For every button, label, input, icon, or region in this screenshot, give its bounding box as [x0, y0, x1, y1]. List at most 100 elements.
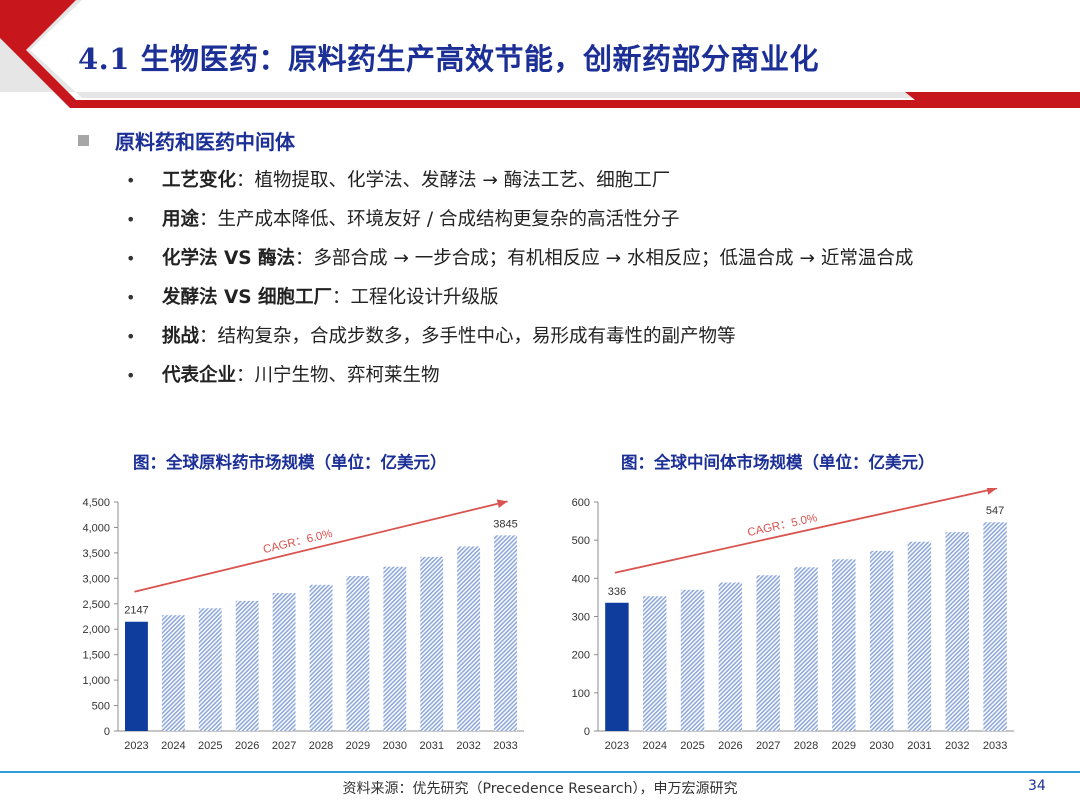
x-tick-label: 2029 — [346, 740, 370, 752]
bullet-list: • 工艺变化：植物提取、化学法、发酵法 → 酶法工艺、细胞工厂 • 用途：生产成本降… — [126, 164, 913, 398]
y-tick-label: 400 — [572, 573, 590, 585]
cagr-arrow-line — [134, 500, 508, 593]
y-tick-label: 4,000 — [82, 522, 110, 534]
y-tick-label: 100 — [572, 688, 590, 700]
bullet-text: ：结构复杂，合成步数多，多手性中心，易形成有毒性的副产物等 — [199, 326, 736, 347]
y-tick-label: 0 — [104, 726, 110, 738]
x-tick-label: 2025 — [198, 740, 222, 752]
bar-2033 — [494, 535, 517, 731]
x-tick-label: 2027 — [756, 740, 780, 752]
cagr-arrow-line — [614, 488, 998, 574]
bar-2032 — [945, 532, 969, 731]
x-tick-label: 2033 — [493, 740, 517, 752]
bar-2024 — [643, 596, 667, 731]
x-tick-label: 2026 — [235, 740, 259, 752]
x-tick-label: 2031 — [907, 740, 931, 752]
data-label: 2147 — [124, 605, 148, 617]
bullet-dot-icon: • — [126, 288, 136, 307]
bar-2024 — [161, 615, 185, 731]
api-market-bar-chart: 0 500 1,000 1,500 2,000 2,500 3,000 3,500 4,000 4… — [82, 497, 524, 752]
bullet-text: ：植物提取、化学法、发酵法 → 酶法工艺、细胞工厂 — [236, 170, 671, 191]
x-tick-label: 2027 — [272, 740, 296, 752]
y-tick-label: 500 — [572, 535, 590, 547]
section-heading: 原料药和医药中间体 — [78, 126, 295, 155]
y-tick-label: 600 — [572, 497, 590, 509]
y-tick-label: 3,000 — [82, 573, 110, 585]
bar-2023 — [125, 621, 148, 731]
y-tick-label: 200 — [572, 650, 590, 662]
bar-2023 — [605, 602, 629, 731]
x-tick-label: 2030 — [869, 740, 893, 752]
cagr-arrow-head — [986, 488, 998, 495]
x-tick-label: 2028 — [309, 740, 333, 752]
bar-2026 — [718, 582, 743, 731]
bar-2032 — [457, 546, 481, 731]
bullet-dot-icon: • — [126, 210, 136, 229]
y-tick-label: 3,500 — [82, 548, 110, 560]
bullet-item: • 用途：生产成本降低、环境友好 / 合成结构更复杂的高活性分子 — [126, 203, 913, 242]
bar-2025 — [680, 589, 705, 731]
x-tick-label: 2032 — [456, 740, 480, 752]
footer-divider — [0, 771, 1080, 773]
y-tick-label: 300 — [572, 612, 590, 624]
data-label: 547 — [986, 505, 1004, 517]
header-red-corner — [0, 0, 40, 38]
bullet-key: 发酵法 VS 细胞工厂 — [162, 287, 333, 308]
bullet-text: ：多部合成 → 一步合成；有机相反应 → 水相反应；低温合成 → 近常温合成 — [295, 248, 914, 269]
bar-2025 — [198, 608, 222, 731]
y-tick-label: 1,500 — [82, 650, 110, 662]
x-tick-label: 2032 — [945, 740, 969, 752]
bar-2026 — [235, 600, 259, 731]
bar-2031 — [420, 556, 444, 731]
bullet-dot-icon: • — [126, 327, 136, 346]
bullet-text: ：川宁生物、弈柯莱生物 — [236, 365, 440, 386]
x-tick-label: 2024 — [642, 740, 666, 752]
bar-2031 — [907, 541, 932, 731]
cagr-arrow-head — [496, 499, 508, 509]
bar-2030 — [383, 566, 407, 731]
bullet-dot-icon: • — [126, 249, 136, 268]
x-tick-label: 2023 — [605, 740, 629, 752]
y-tick-label: 500 — [92, 701, 110, 713]
bullet-item: • 化学法 VS 酶法：多部合成 → 一步合成；有机相反应 → 水相反应；低温合成… — [126, 242, 913, 281]
y-tick-label: 2,500 — [82, 599, 110, 611]
square-bullet-icon — [78, 135, 89, 146]
y-tick-label: 0 — [584, 726, 590, 738]
bullet-item: • 代表企业：川宁生物、弈柯莱生物 — [126, 359, 913, 398]
bullet-item: • 挑战：结构复杂，合成步数多，多手性中心，易形成有毒性的副产物等 — [126, 320, 913, 359]
x-tick-label: 2028 — [794, 740, 818, 752]
y-tick-label: 2,000 — [82, 624, 110, 636]
bullet-key: 代表企业 — [162, 365, 237, 386]
header-red-tab — [905, 92, 1080, 104]
bar-2028 — [794, 567, 818, 731]
x-tick-label: 2025 — [680, 740, 704, 752]
bullet-key: 挑战 — [162, 326, 200, 347]
x-tick-label: 2030 — [383, 740, 407, 752]
header-decoration — [0, 0, 1080, 108]
bullet-text: ：生产成本降低、环境友好 / 合成结构更复杂的高活性分子 — [199, 209, 680, 230]
source-note: 资料来源：优先研究（Precedence Research），申万宏源研究 — [342, 781, 738, 797]
x-tick-label: 2033 — [983, 740, 1007, 752]
chart-title-intermediate: 图：全球中间体市场规模（单位：亿美元） — [621, 453, 935, 472]
y-tick-label: 1,000 — [82, 675, 110, 687]
page-title: 4.1 生物医药：原料药生产高效节能，创新药部分商业化 — [78, 42, 820, 76]
bullet-key: 化学法 VS 酶法 — [162, 248, 296, 269]
bar-2027 — [756, 575, 780, 731]
bar-2028 — [309, 584, 333, 731]
bar-2029 — [346, 575, 370, 731]
bullet-item: • 发酵法 VS 细胞工厂：工程化设计升级版 — [126, 281, 913, 320]
bullet-dot-icon: • — [126, 171, 136, 190]
intermediate-market-bar-chart: 0 100 200 300 400 500 600 2023 2024 2025 2026 2027 2… — [572, 488, 1014, 752]
bullet-dot-icon: • — [126, 366, 136, 385]
bullet-key: 工艺变化 — [162, 170, 237, 191]
x-tick-label: 2024 — [161, 740, 185, 752]
chart-title-api: 图：全球原料药市场规模（单位：亿美元） — [133, 453, 447, 472]
x-tick-label: 2029 — [832, 740, 856, 752]
data-label: 336 — [608, 586, 626, 598]
x-tick-label: 2026 — [718, 740, 742, 752]
bullet-key: 用途 — [162, 209, 200, 230]
bar-2027 — [272, 593, 296, 731]
y-tick-label: 4,500 — [82, 497, 110, 509]
data-label: 3845 — [493, 518, 517, 530]
bullet-text: ：工程化设计升级版 — [332, 287, 499, 308]
